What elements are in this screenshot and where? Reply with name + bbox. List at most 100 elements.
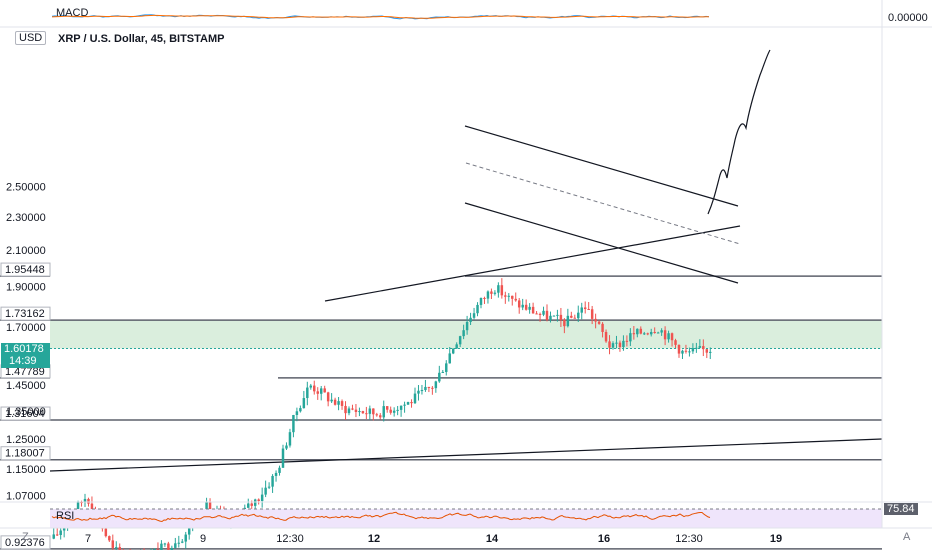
- level-price-tag: [0, 535, 51, 550]
- rsi-line: [51, 511, 711, 523]
- candle-body: [347, 408, 351, 414]
- price-axis-label: 1.70000: [6, 322, 46, 334]
- candle-body: [441, 371, 445, 373]
- currency-button[interactable]: USD: [15, 31, 47, 45]
- time-axis-label: 7: [85, 533, 91, 545]
- last-price-value: 1.60178: [4, 342, 44, 355]
- time-axis-label: 9: [200, 533, 206, 545]
- candle-body: [403, 404, 406, 406]
- candle-body: [288, 432, 292, 446]
- level-price-label: 1.73162: [5, 308, 45, 320]
- candle-body: [646, 333, 649, 335]
- candle-body: [52, 534, 55, 539]
- candle-body: [302, 398, 306, 409]
- candle-body: [465, 321, 469, 331]
- level-price-tag: [0, 306, 51, 321]
- candle-body: [427, 386, 431, 388]
- trend-line[interactable]: [324, 225, 741, 302]
- candle-body: [420, 390, 424, 392]
- trend-line[interactable]: [49, 438, 883, 472]
- rsi-value: 75.84: [884, 503, 918, 515]
- level-price-label: 1.31604: [5, 408, 45, 420]
- candle-body: [406, 402, 410, 405]
- candle-body: [62, 527, 66, 531]
- candle-body: [392, 410, 396, 413]
- candle-body: [622, 340, 625, 348]
- level-price-tag: [0, 406, 51, 421]
- candle-body: [55, 534, 59, 536]
- candle-body: [563, 319, 566, 327]
- candle-body: [663, 330, 667, 340]
- trend-line[interactable]: [465, 162, 741, 245]
- rsi-label[interactable]: RSI: [56, 510, 75, 522]
- price-axis[interactable]: 1.95448 1.73162 1.47789 1.31604 1.18007 0.923…: [0, 181, 51, 550]
- candle-body: [330, 399, 333, 402]
- candle-body: [187, 526, 191, 535]
- candle-body: [285, 445, 288, 449]
- candle-body: [118, 547, 121, 550]
- symbol-title[interactable]: XRP / U.S. Dollar, 45, BITSTAMP: [58, 33, 225, 45]
- level-price-label: 1.95448: [5, 264, 45, 276]
- candle-body: [472, 313, 476, 318]
- candle-body: [76, 502, 80, 513]
- time-axis[interactable]: 7 9 12:30 12 14 16 12:30 19: [85, 533, 782, 545]
- candle-body: [309, 385, 313, 388]
- time-axis-label: 16: [598, 533, 610, 545]
- candle-body: [618, 342, 622, 348]
- candle-body: [424, 386, 427, 391]
- candle-body: [271, 475, 274, 487]
- candle-body: [313, 385, 316, 392]
- candle-body: [174, 543, 177, 548]
- candle-body: [570, 315, 573, 318]
- candle-body: [608, 341, 611, 348]
- candle-body: [257, 499, 260, 501]
- candle-body: [583, 307, 587, 310]
- trend-line[interactable]: [464, 125, 739, 207]
- candle-body: [365, 413, 368, 415]
- candle-body: [653, 331, 656, 333]
- candle-body: [90, 503, 94, 512]
- candle-body: [410, 402, 413, 404]
- candle-body: [451, 348, 455, 354]
- candle-body: [431, 387, 434, 389]
- candle-body: [260, 494, 264, 501]
- candle-body: [396, 409, 399, 411]
- candle-body: [611, 343, 615, 348]
- candle-body: [205, 501, 208, 514]
- rsi-pane: [50, 508, 882, 529]
- candle-body: [87, 498, 90, 504]
- candle-body: [504, 295, 507, 297]
- candle-body: [351, 408, 354, 410]
- candle-body: [497, 285, 500, 293]
- candle-body: [521, 304, 524, 308]
- last-price-tag: 1.60178 14:39: [1, 342, 50, 368]
- price-axis-label: 1.45000: [6, 380, 46, 392]
- candle-body: [479, 297, 483, 305]
- timezone-z-button[interactable]: Z: [22, 531, 29, 543]
- candle-body: [493, 292, 497, 294]
- candle-body: [389, 409, 392, 413]
- level-price-tag: [0, 262, 51, 277]
- candle-body: [111, 540, 115, 548]
- candle-body: [247, 503, 250, 508]
- trend-line[interactable]: [464, 202, 739, 284]
- time-axis-label: 12: [368, 533, 380, 545]
- price-pane: [0, 49, 883, 550]
- candle-body: [379, 415, 382, 418]
- candle-body: [417, 390, 420, 394]
- candle-body: [170, 547, 174, 550]
- candle-body: [267, 486, 271, 488]
- candle-body: [274, 472, 278, 476]
- level-price-label: 1.47789: [5, 366, 45, 378]
- candle-body: [326, 392, 330, 402]
- candle-body: [556, 314, 559, 316]
- candle-body: [649, 331, 653, 335]
- candle-body: [573, 317, 577, 319]
- price-axis-label: 1.15000: [6, 464, 46, 476]
- auto-scale-button[interactable]: A: [903, 531, 911, 543]
- candle-body: [615, 342, 618, 344]
- candle-body: [625, 340, 629, 342]
- macd-label[interactable]: MACD: [56, 7, 89, 19]
- candle-body: [531, 306, 535, 314]
- price-axis-label: 2.50000: [6, 181, 46, 193]
